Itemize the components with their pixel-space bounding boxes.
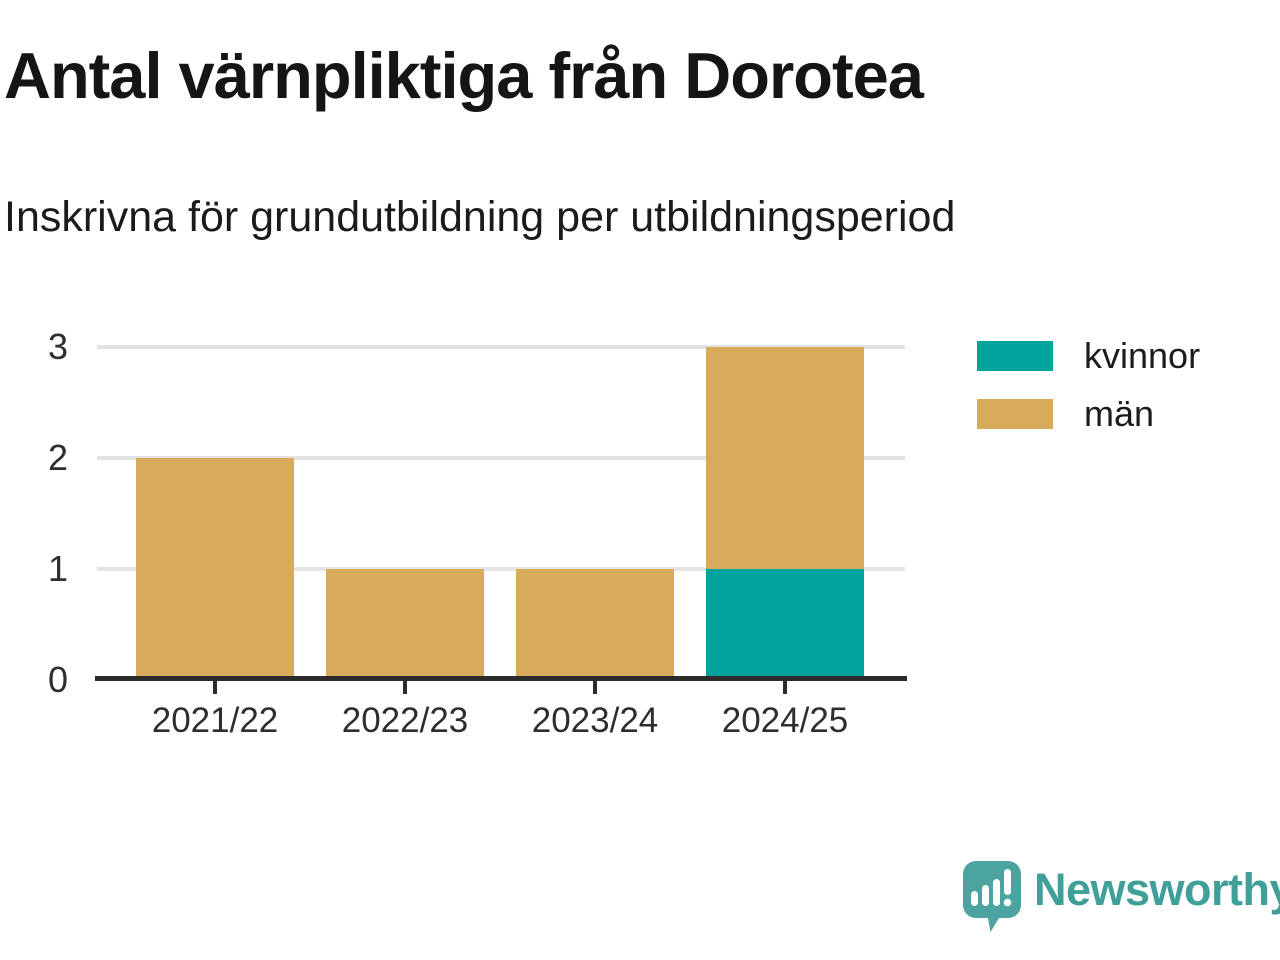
x-axis-tick: [593, 681, 597, 694]
chart-title: Antal värnpliktiga från Dorotea: [4, 39, 924, 112]
bar-segment-kvinnor-2024/25: [706, 569, 864, 680]
legend-swatch-man: [977, 399, 1053, 429]
bar-segment-män-2024/25: [706, 347, 864, 569]
legend-label: kvinnor: [1084, 335, 1201, 376]
gridline: [97, 567, 905, 571]
legend-label: män: [1084, 393, 1155, 434]
x-axis-tick: [213, 681, 217, 694]
x-axis-tick-label: 2021/22: [151, 701, 279, 740]
chart-subtitle: Inskrivna för grundutbildning per utbild…: [4, 193, 956, 241]
x-axis-tick-label: 2022/23: [341, 701, 469, 740]
y-axis-tick-label: 2: [47, 437, 68, 478]
newsworthy-logo-icon: [962, 860, 1022, 939]
legend-swatch-kvinnor: [977, 341, 1053, 371]
x-axis-tick: [783, 681, 787, 694]
x-axis-tick-label: 2023/24: [531, 701, 659, 740]
x-axis-tick: [403, 681, 407, 694]
bar-segment-män-2021/22: [136, 458, 294, 680]
x-axis-line: [95, 676, 907, 681]
bar-segment-män-2023/24: [516, 569, 674, 680]
legend-item-man: män: [977, 396, 1154, 432]
brand-name: Newsworthy: [1034, 864, 1280, 915]
x-axis-tick-label: 2024/25: [721, 701, 849, 740]
gridline: [97, 456, 905, 460]
bar-segment-män-2022/23: [326, 569, 484, 680]
y-axis-tick-label: 3: [47, 326, 68, 367]
legend-item-kvinnor: kvinnor: [977, 338, 1200, 374]
brand-footer: Newsworthy: [962, 860, 1280, 939]
gridline: [97, 345, 905, 349]
y-axis-tick-label: 1: [47, 548, 68, 589]
y-axis-tick-label: 0: [47, 659, 68, 700]
